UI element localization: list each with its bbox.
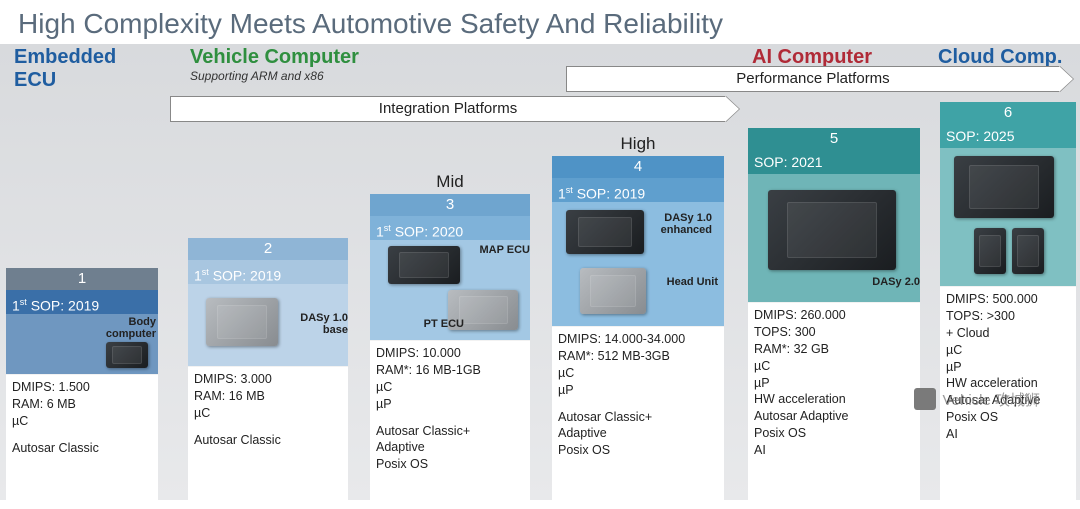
watermark-text: Vehicle 攻城狮 [942, 389, 1040, 410]
platform-bar-performance: Performance Platforms [566, 66, 1060, 92]
column-number: 3 [370, 194, 530, 216]
sop-bar: SOP: 2025 [940, 124, 1076, 148]
tier-label: Mid [370, 172, 530, 192]
hardware-area: DASy 1.0 base [188, 284, 348, 366]
spec-line: RAM*: 32 GB [754, 341, 914, 358]
spec-line: TOPS: >300 [946, 308, 1070, 325]
spec-area: DMIPS: 1.500RAM: 6 MBµC Autosar Classic [6, 374, 158, 500]
hardware-area: Body computer [6, 314, 158, 374]
spec-line: µP [558, 382, 718, 399]
hardware-label: DASy 2.0 [866, 276, 920, 288]
hardware-icon [768, 190, 896, 270]
column-1: 11st SOP: 2019Body computer DMIPS: 1.500R… [6, 268, 158, 500]
hardware-label: Body computer [102, 316, 156, 340]
spec-line: Posix OS [376, 456, 524, 473]
page-title: High Complexity Meets Automotive Safety … [0, 0, 1080, 44]
spec-line: DMIPS: 14.000-34.000 [558, 331, 718, 348]
spec-area: DMIPS: 3.000RAM: 16 MBµC Autosar Classic [188, 366, 348, 500]
spec-line: DMIPS: 500.000 [946, 291, 1070, 308]
spec-line: Autosar Classic [194, 432, 342, 449]
hardware-area: DASy 1.0 enhanced Head Unit [552, 202, 724, 326]
column-number: 4 [552, 156, 724, 178]
hardware-label: MAP ECU [476, 244, 530, 256]
hardware-icon [566, 210, 644, 254]
hardware-icon [580, 268, 646, 314]
spec-line: µC [376, 379, 524, 396]
column-4: High41st SOP: 2019DASy 1.0 enhancedHead … [552, 156, 724, 500]
spec-line: AI [946, 426, 1070, 443]
spec-line: RAM: 6 MB [12, 396, 152, 413]
hardware-icon [954, 156, 1054, 218]
hardware-icon [106, 342, 148, 368]
column-number: 5 [748, 128, 920, 150]
spec-line: µP [946, 359, 1070, 376]
spec-line: Posix OS [946, 409, 1070, 426]
column-number: 2 [188, 238, 348, 260]
spec-line: Adaptive [376, 439, 524, 456]
category-embedded: EmbeddedECU [14, 46, 134, 92]
watermark: Vehicle 攻城狮 [914, 388, 1040, 410]
spec-line: AI [754, 442, 914, 459]
spec-line: DMIPS: 10.000 [376, 345, 524, 362]
sop-bar: 1st SOP: 2020 [370, 216, 530, 240]
spec-line: DMIPS: 3.000 [194, 371, 342, 388]
hardware-label: DASy 1.0 base [294, 312, 348, 336]
sop-bar: 1st SOP: 2019 [188, 260, 348, 284]
spec-line: Autosar Adaptive [754, 408, 914, 425]
spec-line: RAM*: 16 MB-1GB [376, 362, 524, 379]
spec-line: DMIPS: 260.000 [754, 307, 914, 324]
spec-line: Autosar Classic+ [558, 409, 718, 426]
column-6: 6SOP: 2025 DMIPS: 500.000TOPS: >300 + Clo… [940, 102, 1076, 500]
diagram-canvas: EmbeddedECU Vehicle ComputerSupporting AR… [0, 44, 1080, 500]
hardware-icon [206, 298, 278, 346]
spec-line: µP [754, 375, 914, 392]
tier-label: High [552, 134, 724, 154]
spec-line: DMIPS: 1.500 [12, 379, 152, 396]
spec-line: µC [754, 358, 914, 375]
hardware-icon [1012, 228, 1044, 274]
hardware-area: DASy 2.0 [748, 174, 920, 302]
spec-line: Autosar Classic [12, 440, 152, 457]
spec-line: HW acceleration [754, 391, 914, 408]
spec-line: Posix OS [558, 442, 718, 459]
category-vehicle: Vehicle ComputerSupporting ARM and x86 [190, 46, 490, 83]
hardware-icon [388, 246, 460, 284]
hardware-label: DASy 1.0 enhanced [658, 212, 712, 236]
spec-area: DMIPS: 260.000TOPS: 300RAM*: 32 GBµCµPHW… [748, 302, 920, 500]
spec-line: Autosar Classic+ [376, 423, 524, 440]
spec-line: RAM*: 512 MB-3GB [558, 348, 718, 365]
hardware-label: Head Unit [664, 276, 718, 288]
hardware-area: MAP ECU PT ECU [370, 240, 530, 340]
hardware-icon [974, 228, 1006, 274]
platform-bar-integration: Integration Platforms [170, 96, 726, 122]
column-5: 5SOP: 2021 DASy 2.0 DMIPS: 260.000TOPS: 30… [748, 128, 920, 500]
spec-line: RAM: 16 MB [194, 388, 342, 405]
spec-area: DMIPS: 10.000RAM*: 16 MB-1GBµCµP Autosar … [370, 340, 530, 500]
spec-line: Posix OS [754, 425, 914, 442]
column-number: 1 [6, 268, 158, 290]
spec-line: µP [376, 396, 524, 413]
hardware-area [940, 148, 1076, 286]
hardware-label: PT ECU [410, 318, 464, 330]
spec-line: µC [558, 365, 718, 382]
spec-line: Adaptive [558, 425, 718, 442]
column-number: 6 [940, 102, 1076, 124]
sop-bar: 1st SOP: 2019 [6, 290, 158, 314]
sop-bar: 1st SOP: 2019 [552, 178, 724, 202]
column-3: Mid31st SOP: 2020MAP ECUPT ECUDMIPS: 10.… [370, 194, 530, 500]
spec-line: + Cloud [946, 325, 1070, 342]
spec-line: TOPS: 300 [754, 324, 914, 341]
spec-line: µC [12, 413, 152, 430]
spec-line: µC [946, 342, 1070, 359]
spec-area: DMIPS: 14.000-34.000RAM*: 512 MB-3GBµCµP… [552, 326, 724, 500]
sop-bar: SOP: 2021 [748, 150, 920, 174]
column-2: 21st SOP: 2019 DASy 1.0 base DMIPS: 3.000R… [188, 238, 348, 500]
wechat-icon [914, 388, 936, 410]
spec-line: µC [194, 405, 342, 422]
